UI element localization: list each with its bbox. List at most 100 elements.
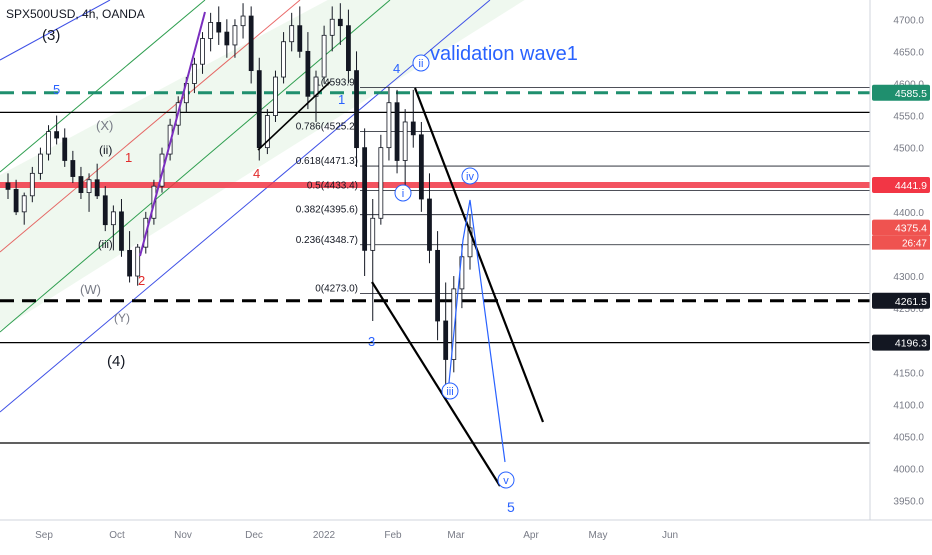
wave-circle xyxy=(441,382,459,400)
candle-body xyxy=(281,41,286,78)
candle-body xyxy=(264,115,270,149)
candle-body xyxy=(127,249,132,277)
price-label: 4375.4 xyxy=(895,223,927,235)
y-tick-label: 4000.0 xyxy=(893,465,924,476)
wave-circle xyxy=(394,184,412,202)
candle-body xyxy=(208,22,214,39)
fib-label: 0.5(4433.4) xyxy=(307,180,358,191)
y-tick-label: 4500.0 xyxy=(893,144,924,155)
candle-body xyxy=(394,102,400,161)
wave-label: (Y) xyxy=(114,311,130,325)
wave-circle xyxy=(412,54,430,72)
x-tick-label: Nov xyxy=(174,530,192,541)
price-label-box xyxy=(872,334,930,351)
candle-body xyxy=(200,38,205,65)
price-label: 4196.3 xyxy=(895,338,927,350)
candle-body xyxy=(21,195,27,213)
candle-body xyxy=(13,188,19,213)
fib-label: 1(4593.9) xyxy=(315,77,358,88)
candle-body xyxy=(329,18,335,36)
fib-label: 0(4273.0) xyxy=(315,283,358,294)
candle-body xyxy=(232,25,238,46)
projection-path xyxy=(447,199,506,463)
candle-body xyxy=(62,137,68,161)
x-tick-label: Feb xyxy=(384,530,402,541)
wave-label: 1 xyxy=(125,150,132,165)
candle-body xyxy=(70,160,76,177)
candle-body xyxy=(337,18,343,27)
wave-label: iii xyxy=(446,386,453,398)
candle-body xyxy=(86,179,92,193)
candle-body xyxy=(256,70,262,149)
wave-label: 1 xyxy=(338,92,345,107)
fib-label: 0.382(4395.6) xyxy=(296,205,358,216)
x-tick-label: Mar xyxy=(447,530,465,541)
wave-label: (3) xyxy=(42,27,60,44)
candle-body xyxy=(435,249,440,322)
y-tick-label: 4150.0 xyxy=(893,368,924,379)
wave-label: validation wave1 xyxy=(430,43,578,65)
y-tick-label: 4400.0 xyxy=(893,208,924,219)
candle-body xyxy=(418,134,424,200)
symbol-title: SPX500USD, 4h, OANDA xyxy=(6,7,145,21)
candle-body xyxy=(119,211,124,251)
wave-label: 5 xyxy=(53,82,60,97)
candle-body xyxy=(362,147,368,251)
wave-label: v xyxy=(503,475,509,487)
candle-body xyxy=(5,182,11,190)
candle-body xyxy=(135,246,141,277)
candle-body xyxy=(46,131,51,155)
candle-body xyxy=(289,25,295,43)
wave-label: iv xyxy=(466,171,474,183)
countdown-label: 26:47 xyxy=(902,239,927,250)
candle-body xyxy=(224,31,230,46)
candle-body xyxy=(29,172,35,197)
wave-label: 5 xyxy=(507,499,515,515)
wedge-upper-line xyxy=(413,87,545,423)
candle-body xyxy=(78,176,84,193)
price-label: 4261.5 xyxy=(895,296,927,308)
fib-label: 0.786(4525.2) xyxy=(296,121,358,132)
price-label-box xyxy=(872,292,930,309)
x-tick-label: Sep xyxy=(35,530,53,541)
price-label-box xyxy=(872,219,930,236)
wave-circle xyxy=(461,167,479,185)
candle-body xyxy=(443,320,449,360)
wave-label: (4) xyxy=(107,353,125,370)
price-label: 4441.9 xyxy=(895,180,927,192)
y-tick-label: 4700.0 xyxy=(893,15,924,26)
candle-body xyxy=(110,211,116,226)
wave-circle xyxy=(497,471,515,489)
y-tick-label: 4050.0 xyxy=(893,433,924,444)
x-tick-label: Jun xyxy=(662,530,678,541)
candle-body xyxy=(102,195,108,226)
fib-label: 0.236(4348.7) xyxy=(296,235,358,246)
candle-body xyxy=(305,50,311,97)
wave-label: 4 xyxy=(253,166,260,181)
candle-body xyxy=(386,102,392,149)
candle-body xyxy=(370,217,376,251)
wave-label: ii xyxy=(419,58,424,70)
channel-line-upper xyxy=(0,0,111,61)
wave-label: 2 xyxy=(138,273,145,288)
candle-body xyxy=(427,198,432,251)
candle-body xyxy=(297,25,303,52)
price-label-box xyxy=(872,176,930,193)
y-tick-label: 4550.0 xyxy=(893,112,924,123)
candle-body xyxy=(354,70,359,149)
candle-body xyxy=(402,121,408,161)
fib-label: 0.618(4471.3) xyxy=(296,156,358,167)
y-tick-label: 4100.0 xyxy=(893,400,924,411)
wave-label: (ii) xyxy=(99,143,112,157)
x-tick-label: Apr xyxy=(523,530,539,541)
candle-body xyxy=(378,147,384,219)
candle-body xyxy=(451,288,457,360)
candle-body xyxy=(192,63,197,84)
channel-line-lower xyxy=(0,0,491,413)
trend-segment xyxy=(257,81,331,151)
channel-line-green-upper xyxy=(0,0,206,173)
x-tick-label: Oct xyxy=(109,530,125,541)
candle-body xyxy=(94,179,100,197)
